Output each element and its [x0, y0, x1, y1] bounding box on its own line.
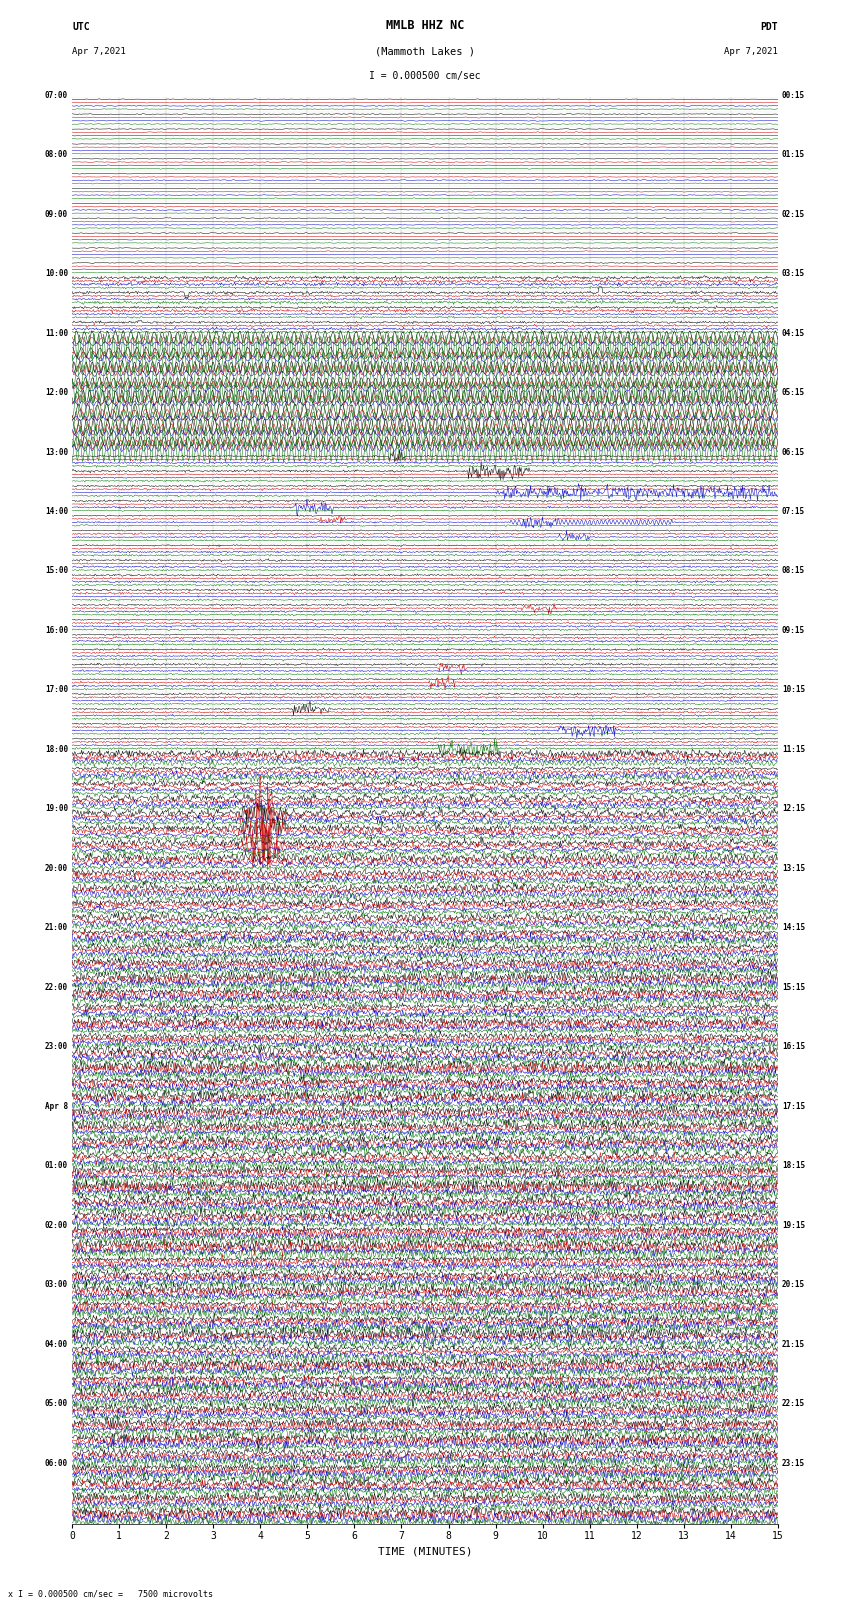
Text: 05:15: 05:15: [782, 389, 805, 397]
Text: 20:00: 20:00: [45, 865, 68, 873]
Text: 12:15: 12:15: [782, 805, 805, 813]
Text: 22:15: 22:15: [782, 1398, 805, 1408]
Text: 13:15: 13:15: [782, 865, 805, 873]
Text: 04:15: 04:15: [782, 329, 805, 337]
Text: 12:00: 12:00: [45, 389, 68, 397]
Text: 01:15: 01:15: [782, 150, 805, 160]
Text: 04:00: 04:00: [45, 1340, 68, 1348]
Text: Apr 7,2021: Apr 7,2021: [72, 47, 126, 56]
Text: 14:15: 14:15: [782, 923, 805, 932]
Text: 14:00: 14:00: [45, 506, 68, 516]
Text: 15:00: 15:00: [45, 566, 68, 576]
Text: 16:15: 16:15: [782, 1042, 805, 1052]
Text: 23:00: 23:00: [45, 1042, 68, 1052]
Text: 10:00: 10:00: [45, 269, 68, 277]
Text: 22:00: 22:00: [45, 982, 68, 992]
Text: 06:00: 06:00: [45, 1458, 68, 1468]
X-axis label: TIME (MINUTES): TIME (MINUTES): [377, 1547, 473, 1557]
Text: Apr 8: Apr 8: [45, 1102, 68, 1111]
Text: 05:00: 05:00: [45, 1398, 68, 1408]
Text: 16:00: 16:00: [45, 626, 68, 636]
Text: 15:15: 15:15: [782, 982, 805, 992]
Text: I = 0.000500 cm/sec: I = 0.000500 cm/sec: [369, 71, 481, 81]
Text: x I = 0.000500 cm/sec =   7500 microvolts: x I = 0.000500 cm/sec = 7500 microvolts: [8, 1589, 213, 1598]
Text: 02:00: 02:00: [45, 1221, 68, 1229]
Text: 07:00: 07:00: [45, 90, 68, 100]
Text: 18:00: 18:00: [45, 745, 68, 753]
Text: 09:15: 09:15: [782, 626, 805, 636]
Text: 17:00: 17:00: [45, 686, 68, 695]
Text: UTC: UTC: [72, 23, 90, 32]
Text: 21:00: 21:00: [45, 923, 68, 932]
Text: 09:00: 09:00: [45, 210, 68, 219]
Text: 10:15: 10:15: [782, 686, 805, 695]
Text: 06:15: 06:15: [782, 447, 805, 456]
Text: 19:00: 19:00: [45, 805, 68, 813]
Text: 07:15: 07:15: [782, 506, 805, 516]
Text: (Mammoth Lakes ): (Mammoth Lakes ): [375, 47, 475, 56]
Text: 18:15: 18:15: [782, 1161, 805, 1171]
Text: 23:15: 23:15: [782, 1458, 805, 1468]
Text: Apr 7,2021: Apr 7,2021: [724, 47, 778, 56]
Text: 13:00: 13:00: [45, 447, 68, 456]
Text: 02:15: 02:15: [782, 210, 805, 219]
Text: 11:00: 11:00: [45, 329, 68, 337]
Text: PDT: PDT: [760, 23, 778, 32]
Text: 21:15: 21:15: [782, 1340, 805, 1348]
Text: 20:15: 20:15: [782, 1281, 805, 1289]
Text: 08:00: 08:00: [45, 150, 68, 160]
Text: 03:00: 03:00: [45, 1281, 68, 1289]
Text: 01:00: 01:00: [45, 1161, 68, 1171]
Text: 17:15: 17:15: [782, 1102, 805, 1111]
Text: MMLB HHZ NC: MMLB HHZ NC: [386, 19, 464, 32]
Text: 19:15: 19:15: [782, 1221, 805, 1229]
Text: 11:15: 11:15: [782, 745, 805, 753]
Text: 00:15: 00:15: [782, 90, 805, 100]
Text: 03:15: 03:15: [782, 269, 805, 277]
Text: 08:15: 08:15: [782, 566, 805, 576]
